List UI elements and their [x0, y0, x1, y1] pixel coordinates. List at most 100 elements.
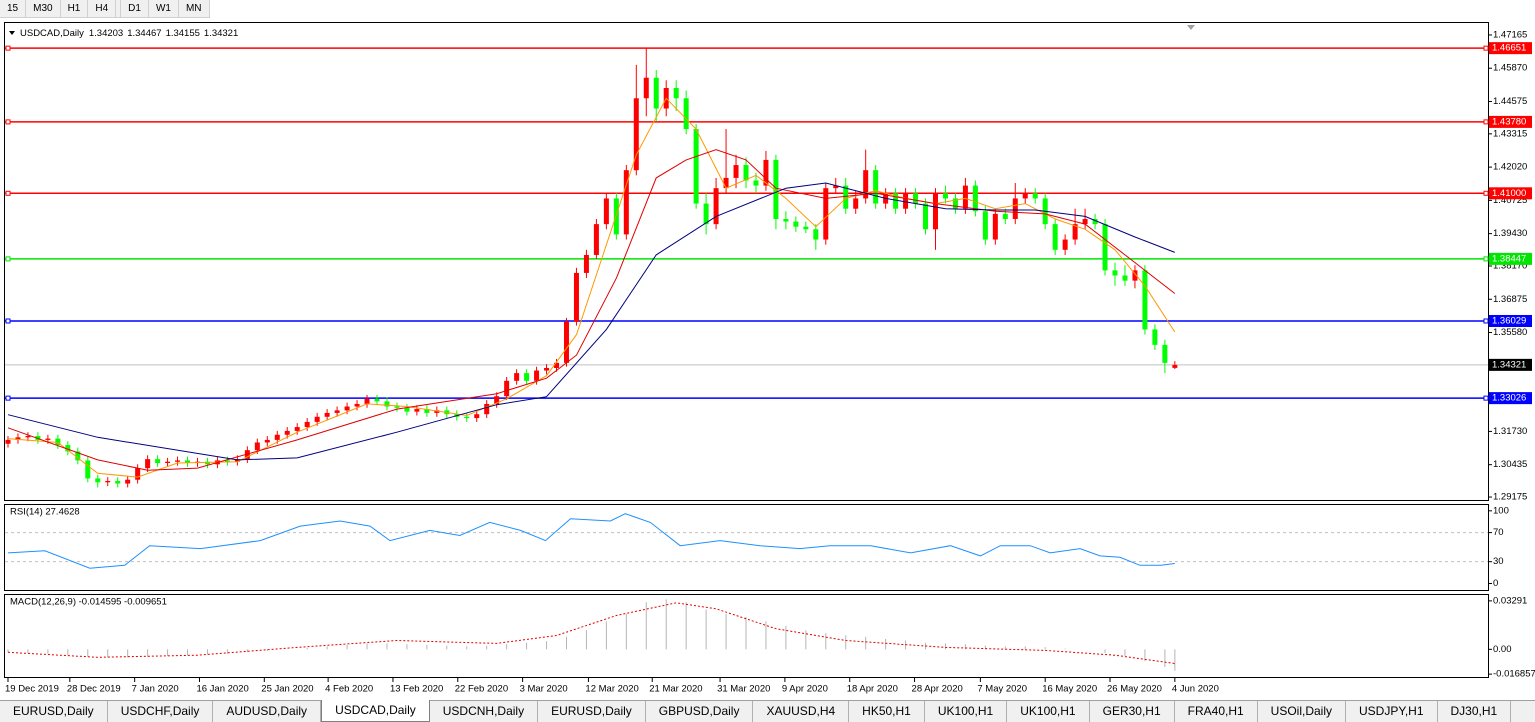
candle-body: [274, 434, 280, 440]
candle-body: [653, 77, 659, 109]
candle-body: [474, 414, 480, 419]
candle-body: [544, 367, 550, 371]
candle-body: [733, 165, 739, 178]
candle-body: [1132, 270, 1138, 281]
level-label: 1.46651: [1492, 43, 1526, 54]
timeframe-button[interactable]: MN: [179, 0, 210, 17]
y-tick-label: 1.30435: [1493, 459, 1527, 470]
candle-body: [683, 98, 689, 130]
chart-tab[interactable]: USDCAD,Daily: [321, 700, 430, 722]
candle-body: [95, 478, 101, 483]
candle-body: [803, 226, 809, 230]
candle-body: [1112, 270, 1118, 276]
chart-tab[interactable]: DJ30,H1: [1438, 701, 1512, 722]
candle-body: [75, 451, 81, 461]
candle-body: [723, 177, 729, 189]
candle-body: [45, 438, 51, 440]
candle-body: [384, 401, 390, 407]
candle-body: [105, 480, 111, 483]
candle-body: [1032, 193, 1038, 199]
candle-body: [893, 193, 899, 209]
moving-average: [7, 97, 1176, 478]
chart-tab[interactable]: HK50,H1: [849, 701, 925, 722]
chart-tab[interactable]: FRA40,H1: [1175, 701, 1258, 722]
candle-body: [763, 159, 769, 186]
candle-body: [404, 407, 410, 412]
candle-body: [1072, 224, 1078, 240]
y-tick-label: 1.39430: [1493, 228, 1527, 239]
level-anchor: [5, 395, 11, 401]
candle-body: [743, 165, 749, 181]
timeframe-button[interactable]: M30: [26, 0, 61, 17]
level-label: 1.36029: [1492, 316, 1526, 327]
candle-body: [1002, 213, 1008, 219]
chart-tab[interactable]: EURUSD,Daily: [538, 701, 646, 722]
candle-body: [155, 459, 161, 464]
candle-body: [903, 193, 909, 209]
timeframe-button[interactable]: H4: [88, 0, 117, 17]
chart-tab[interactable]: USDCHF,Daily: [108, 701, 214, 722]
chart-tab[interactable]: EURUSD,Daily: [0, 701, 108, 722]
x-tick-label: 4 Feb 2020: [325, 684, 373, 695]
candle-body: [1152, 329, 1158, 345]
timeframe-button[interactable]: H1: [61, 0, 89, 17]
timeframe-toolbar: 15 M30 H1 H4 D1 W1 MN: [0, 0, 210, 18]
candle-body: [1092, 218, 1098, 225]
rsi-tick-label: 0: [1493, 578, 1498, 589]
level-anchor: [5, 256, 11, 262]
candle-body: [5, 439, 11, 444]
chart-tab[interactable]: AUDUSD,Daily: [213, 701, 322, 722]
timeframe-button[interactable]: W1: [149, 0, 179, 17]
level-anchor: [1483, 119, 1489, 125]
chart-tab[interactable]: XAUUSD,H4: [753, 701, 850, 722]
candle-body: [753, 180, 759, 186]
timeframe-button[interactable]: D1: [120, 0, 149, 17]
candle-body: [563, 321, 569, 363]
level-label-box: [1489, 392, 1532, 405]
symbol: USDCAD,Daily: [20, 28, 84, 39]
chart-header: USDCAD,Daily 1.34203 1.34467 1.34155 1.34321: [20, 28, 238, 39]
y-tick-label: 1.47165: [1493, 29, 1527, 40]
candle-body: [15, 437, 21, 440]
candle-body: [1162, 344, 1168, 363]
candle-body: [554, 362, 560, 368]
rsi-panel: [4, 504, 1489, 591]
x-tick-label: 9 Apr 2020: [782, 684, 828, 695]
level-label-box: [1489, 252, 1532, 265]
candle-body: [583, 254, 589, 273]
candle-body: [524, 373, 530, 381]
chart-tab[interactable]: USOil,Daily: [1258, 701, 1347, 722]
chart-tab[interactable]: GER30,H1: [1090, 701, 1175, 722]
candle-body: [374, 398, 380, 402]
candle-body: [1122, 275, 1128, 281]
candle-body: [185, 460, 191, 464]
candle-body: [1062, 239, 1068, 250]
level-label: 1.43780: [1492, 116, 1526, 127]
candle-body: [35, 436, 41, 440]
candle-body: [873, 170, 879, 204]
y-tick-label: 1.29175: [1493, 492, 1527, 503]
open-value: 1.34203: [89, 28, 123, 39]
timeframe-button[interactable]: 15: [0, 0, 27, 17]
rsi-tick-label: 70: [1493, 527, 1504, 538]
candle-body: [234, 459, 240, 462]
chart-tab[interactable]: UK100,H1: [1007, 701, 1090, 722]
candle-body: [863, 170, 869, 199]
candle-body: [344, 406, 350, 411]
candle-body: [364, 398, 370, 404]
candle-body: [853, 198, 859, 209]
candle-body: [394, 406, 400, 408]
candle-body: [175, 460, 181, 462]
candle-body: [1012, 198, 1018, 219]
level-label-box: [1489, 115, 1532, 128]
chart-tab[interactable]: GBPUSD,Daily: [646, 701, 754, 722]
chart-tab[interactable]: USDCNH,Daily: [430, 701, 539, 722]
candle-body: [923, 203, 929, 230]
macd-tick-label: 0.00: [1493, 644, 1512, 655]
candle-body: [284, 430, 290, 435]
candle-body: [334, 410, 340, 413]
chart-tab[interactable]: UK100,H1: [925, 701, 1008, 722]
x-tick-label: 19 Dec 2019: [5, 684, 59, 695]
level-anchor: [5, 190, 11, 196]
chart-tab[interactable]: USDJPY,H1: [1346, 701, 1438, 722]
